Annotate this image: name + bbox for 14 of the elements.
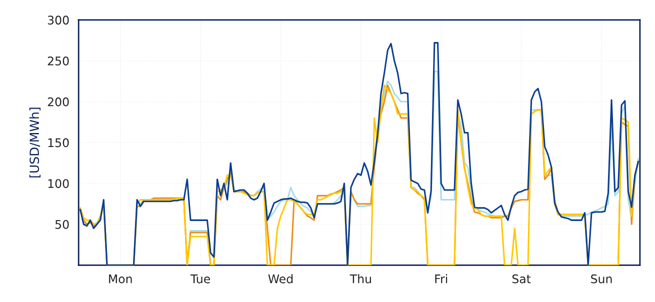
x-tick-label: Tue — [190, 274, 210, 284]
x-tick-label: Mon — [109, 274, 132, 284]
x-tick-label: Sun — [591, 274, 612, 284]
x-tick-label: Wed — [268, 274, 293, 284]
y-tick-label: 200 — [48, 97, 69, 106]
x-tick-label: Sat — [512, 274, 531, 284]
y-tick-label: 150 — [48, 138, 69, 148]
y-tick-label: 250 — [48, 56, 69, 66]
y-tick-label: 100 — [48, 179, 69, 188]
y-tick-label: 50 — [55, 220, 69, 229]
y-tick-label: 300 — [48, 16, 69, 25]
x-tick-label: Fri — [435, 274, 448, 284]
x-tick-label: Thu — [350, 274, 371, 284]
y-axis-title: [USD/MWh] — [29, 108, 41, 178]
